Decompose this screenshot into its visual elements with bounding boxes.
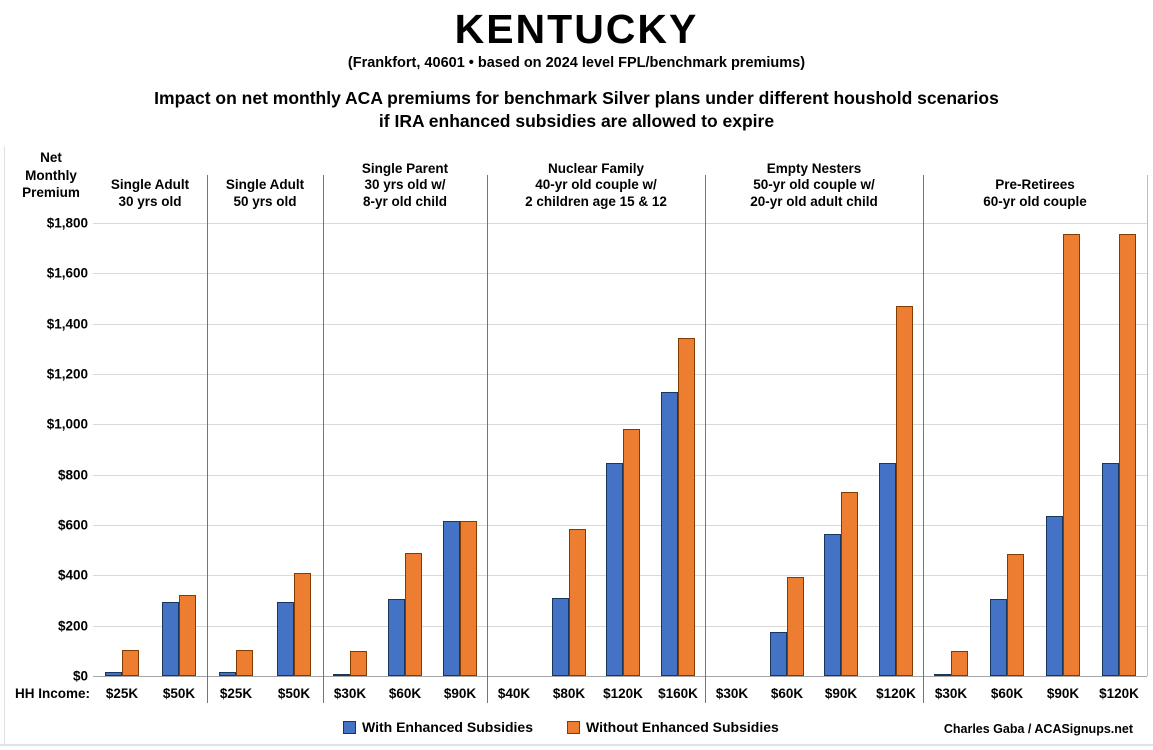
group-header: Empty Nesters 50-yr old couple w/ 20-yr … <box>750 160 878 209</box>
legend-swatch-without-enhanced-subsidies <box>567 720 581 734</box>
bar-without-enhanced-subsidies <box>787 577 804 676</box>
bar-without-enhanced-subsidies <box>1119 234 1136 676</box>
group-header: Single Adult 50 yrs old <box>225 177 305 209</box>
chart-heading-line-1: Impact on net monthly ACA premiums for b… <box>154 88 999 108</box>
y-tick-label: $0 <box>72 668 88 684</box>
chart-border-left <box>4 146 5 744</box>
x-tick-label: $25K <box>219 686 253 701</box>
bar-without-enhanced-subsidies <box>841 492 858 676</box>
bar-with-enhanced-subsidies <box>879 463 896 676</box>
x-tick-label: $80K <box>552 686 586 701</box>
bar-with-enhanced-subsidies <box>277 602 294 676</box>
bar-without-enhanced-subsidies <box>623 429 640 676</box>
y-tick-label: $400 <box>57 567 88 583</box>
chart-subtitle: (Frankfort, 40601 • based on 2024 level … <box>347 55 806 71</box>
bar-with-enhanced-subsidies <box>824 534 841 676</box>
x-tick-label: $120K <box>876 686 916 701</box>
x-tick-label: $30K <box>333 686 367 701</box>
bar-with-enhanced-subsidies <box>934 674 951 676</box>
chart-heading-line-2: if IRA enhanced subsidies are allowed to… <box>378 111 775 131</box>
group-separator <box>207 175 208 703</box>
group-header: Single Adult 30 yrs old <box>110 177 190 209</box>
y-tick-label: $800 <box>57 467 88 483</box>
x-tick-label: $120K <box>603 686 643 701</box>
y-tick-label: $1,800 <box>46 215 88 231</box>
chart-heading: Impact on net monthly ACA premiums for b… <box>0 87 1153 133</box>
bar-with-enhanced-subsidies <box>661 392 678 676</box>
y-tick-label: $1,600 <box>46 265 88 281</box>
bar-with-enhanced-subsidies <box>606 463 623 676</box>
credit-text: Charles Gaba / ACASignups.net <box>943 722 1133 736</box>
x-tick-label: $90K <box>443 686 477 701</box>
x-tick-label: $25K <box>105 686 139 701</box>
legend-item: With Enhanced Subsidies <box>343 719 533 735</box>
chart-title: KENTUCKY <box>454 6 699 52</box>
bar-without-enhanced-subsidies <box>1007 554 1024 676</box>
y-tick-label: $600 <box>57 517 88 533</box>
y-axis-title: Net Monthly Premium <box>22 150 80 200</box>
bar-without-enhanced-subsidies <box>896 306 913 676</box>
x-tick-label: $30K <box>934 686 968 701</box>
bar-without-enhanced-subsidies <box>951 651 968 676</box>
y-tick-label: $200 <box>57 618 88 634</box>
x-tick-label: $90K <box>824 686 858 701</box>
bar-without-enhanced-subsidies <box>1063 234 1080 676</box>
legend-swatch-with-enhanced-subsidies <box>343 720 356 734</box>
bar-without-enhanced-subsidies <box>236 650 253 676</box>
y-tick-label: $1,200 <box>46 366 88 382</box>
x-tick-label: $30K <box>715 686 749 701</box>
gridline <box>93 323 1147 325</box>
gridline <box>93 223 1147 224</box>
x-tick-label: $90K <box>1046 686 1080 701</box>
y-tick-label: $1,000 <box>46 416 88 432</box>
x-tick-label: $50K <box>277 686 311 701</box>
legend-label: With Enhanced Subsidies <box>362 719 534 735</box>
chart-border-bottom <box>0 744 1153 746</box>
group-separator <box>323 175 324 703</box>
gridline <box>93 273 1147 275</box>
group-header: Nuclear Family 40-yr old couple w/ 2 chi… <box>525 160 667 209</box>
bar-with-enhanced-subsidies <box>552 598 569 676</box>
bar-with-enhanced-subsidies <box>105 672 122 676</box>
bar-without-enhanced-subsidies <box>569 529 586 676</box>
bar-with-enhanced-subsidies <box>443 521 460 676</box>
x-tick-label: $120K <box>1099 686 1139 701</box>
gridline <box>93 676 1147 677</box>
group-header: Pre-Retirees 60-yr old couple <box>983 177 1087 209</box>
bar-without-enhanced-subsidies <box>350 651 367 676</box>
bar-without-enhanced-subsidies <box>678 338 695 676</box>
bar-without-enhanced-subsidies <box>294 573 311 676</box>
bar-without-enhanced-subsidies <box>122 650 139 676</box>
x-tick-label: $40K <box>497 686 531 701</box>
bar-with-enhanced-subsidies <box>162 602 179 676</box>
y-tick-label: $1,400 <box>46 316 88 332</box>
group-separator <box>705 175 706 703</box>
bar-with-enhanced-subsidies <box>1046 516 1063 676</box>
bar-with-enhanced-subsidies <box>990 599 1007 676</box>
bar-with-enhanced-subsidies <box>770 632 787 676</box>
bar-without-enhanced-subsidies <box>405 553 422 676</box>
chart-legend: With Enhanced Subsidies Without Enhanced … <box>343 719 779 735</box>
bar-with-enhanced-subsidies <box>333 674 350 676</box>
x-tick-label: $60K <box>990 686 1024 701</box>
x-tick-label: $160K <box>658 686 698 701</box>
legend-label: Without Enhanced Subsidies <box>586 719 779 735</box>
group-header: Single Parent 30 yrs old w/ 8-yr old chi… <box>361 160 449 209</box>
x-tick-label: $60K <box>388 686 422 701</box>
bar-without-enhanced-subsidies <box>179 595 196 676</box>
group-separator <box>487 175 488 703</box>
bar-with-enhanced-subsidies <box>388 599 405 676</box>
group-separator <box>923 175 924 703</box>
hh-income-label: HH Income: <box>14 686 90 701</box>
legend-item: Without Enhanced Subsidies <box>567 719 779 735</box>
plot-right-edge <box>1147 175 1148 676</box>
gridline <box>93 424 1147 426</box>
gridline <box>93 374 1147 375</box>
bar-without-enhanced-subsidies <box>460 521 477 676</box>
bar-with-enhanced-subsidies <box>1102 463 1119 676</box>
x-tick-label: $50K <box>162 686 196 701</box>
x-tick-label: $60K <box>770 686 804 701</box>
bar-with-enhanced-subsidies <box>219 672 236 676</box>
